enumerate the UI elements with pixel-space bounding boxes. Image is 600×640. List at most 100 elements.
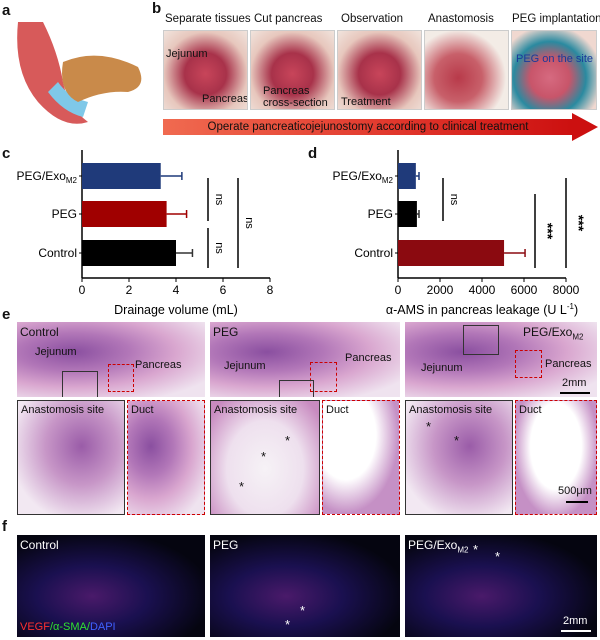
bar xyxy=(398,240,505,266)
panel-label-f: f xyxy=(2,518,7,535)
anastomosis-control: Anastomosis site xyxy=(17,400,125,515)
bar xyxy=(82,240,176,266)
panel-label-c: c xyxy=(2,145,11,162)
panel-label-b: b xyxy=(152,0,162,17)
step-title: Anastomosis xyxy=(428,13,494,25)
group-label: Control xyxy=(20,325,59,339)
panel-label-e: e xyxy=(2,306,11,323)
significance-label: ns xyxy=(213,194,225,206)
fluorescence-peg-exo: PEG/ExoM2 * * 2mm xyxy=(405,535,597,637)
annotation: Pancreas xyxy=(263,85,310,97)
fluorescence-control: Control VEGF/α-SMA/DAPI xyxy=(17,535,205,637)
duct-label: Duct xyxy=(326,404,349,416)
x-tick-label: 4 xyxy=(173,283,180,297)
star-marker: * xyxy=(473,542,479,557)
photo-peg-implantation: PEG on the site xyxy=(511,30,597,110)
step-title: Observation xyxy=(341,13,404,25)
step-title: Cut pancreas xyxy=(254,13,323,25)
anastomosis-peg-exo: Anastomosis site * * xyxy=(405,400,513,515)
x-axis-label: α-AMS in pancreas leakage (U L-1) xyxy=(386,302,578,317)
photo-separate-tissues: Jejunum Pancreas xyxy=(163,30,248,110)
histology-control: Control Jejunum Pancreas xyxy=(17,322,205,397)
jejunum-label: Jejunum xyxy=(224,360,266,372)
bar-charts: 0 2 4 6 8 Drainage volume (mL) PEG/ExoM2 PEG Con… xyxy=(17,150,587,317)
pancreas-illustration xyxy=(17,22,142,124)
inset-box-dashed xyxy=(515,350,542,378)
x-tick-label: 6000 xyxy=(511,283,538,297)
bar xyxy=(82,163,161,189)
panel-label-d: d xyxy=(308,145,318,162)
annotation: cross-section xyxy=(263,97,328,109)
category-label: PEG xyxy=(52,207,77,221)
star-marker: * xyxy=(454,433,460,448)
group-label: Control xyxy=(20,538,59,552)
significance-label: ns xyxy=(243,217,255,229)
star-marker: * xyxy=(239,479,245,494)
star-marker: * xyxy=(495,549,501,564)
scale-bar-label: 2mm xyxy=(562,377,587,389)
anastomosis-peg: Anastomosis site * * * xyxy=(210,400,320,515)
significance-label: ns xyxy=(213,242,225,254)
star-marker: * xyxy=(426,419,432,434)
scale-bar xyxy=(561,630,591,632)
pancreas-label: Pancreas xyxy=(135,359,182,371)
step-title: Separate tissues xyxy=(165,13,251,25)
scale-bar-label: 2mm xyxy=(563,615,588,627)
duct-peg-exo: Duct 500μm xyxy=(515,400,597,515)
bar xyxy=(398,163,416,189)
annotation: Pancreas xyxy=(202,93,248,105)
annotation: Jejunum xyxy=(166,48,208,60)
histology-peg-exo: PEG/ExoM2 Jejunum Pancreas 2mm xyxy=(405,322,597,397)
fluorescence-peg: PEG * * xyxy=(210,535,400,637)
category-label: PEG xyxy=(368,207,393,221)
star-marker: * xyxy=(261,449,267,464)
category-label: Control xyxy=(38,246,77,260)
group-label: PEG/ExoM2 xyxy=(523,325,584,342)
scale-bar xyxy=(560,392,590,394)
anastomosis-label: Anastomosis site xyxy=(21,404,105,416)
pancreas-label: Pancreas xyxy=(545,358,592,370)
duct-control: Duct xyxy=(127,400,205,515)
x-tick-label: 2 xyxy=(126,283,133,297)
x-tick-label: 8 xyxy=(267,283,274,297)
step-title: PEG implantation xyxy=(512,13,600,25)
x-tick-label: 4000 xyxy=(469,283,496,297)
star-marker: * xyxy=(300,603,306,618)
histology-peg: PEG Jejunum Pancreas xyxy=(210,322,400,397)
inset-box xyxy=(279,380,314,397)
annotation: Treatment xyxy=(341,96,391,108)
x-tick-label: 2000 xyxy=(427,283,454,297)
category-label: Control xyxy=(354,246,393,260)
x-axis-label: Drainage volume (mL) xyxy=(114,303,238,317)
inset-box xyxy=(62,371,98,397)
x-tick-label: 0 xyxy=(395,283,402,297)
x-tick-label: 6 xyxy=(220,283,227,297)
annotation: PEG on the site xyxy=(516,53,594,65)
star-marker: * xyxy=(285,617,291,632)
bar xyxy=(82,201,167,227)
x-tick-label: 0 xyxy=(79,283,86,297)
category-label: PEG/ExoM2 xyxy=(333,169,394,185)
group-label: PEG/ExoM2 xyxy=(408,538,469,555)
star-marker: * xyxy=(285,433,291,448)
photo-cut-pancreas: Pancreas cross-section xyxy=(250,30,335,110)
scale-bar-label: 500μm xyxy=(558,485,592,497)
anastomosis-label: Anastomosis site xyxy=(409,404,493,416)
duct-label: Duct xyxy=(131,404,154,416)
bar xyxy=(398,201,417,227)
inset-box xyxy=(463,325,499,355)
pancreas-label: Pancreas xyxy=(345,352,392,364)
scale-bar xyxy=(566,501,588,503)
significance-label: ns xyxy=(448,194,460,206)
duct-peg: Duct xyxy=(322,400,400,515)
duct-label: Duct xyxy=(519,404,542,416)
significance-label: *** xyxy=(540,223,556,240)
photo-observation: Treatment xyxy=(337,30,422,110)
x-tick-label: 8000 xyxy=(553,283,580,297)
jejunum-label: Jejunum xyxy=(35,346,77,358)
jejunum-label: Jejunum xyxy=(421,362,463,374)
photo-anastomosis xyxy=(424,30,509,110)
panel-label-a: a xyxy=(2,2,11,19)
category-label: PEG/ExoM2 xyxy=(17,169,78,185)
stain-legend: VEGF/α-SMA/DAPI xyxy=(20,621,116,633)
